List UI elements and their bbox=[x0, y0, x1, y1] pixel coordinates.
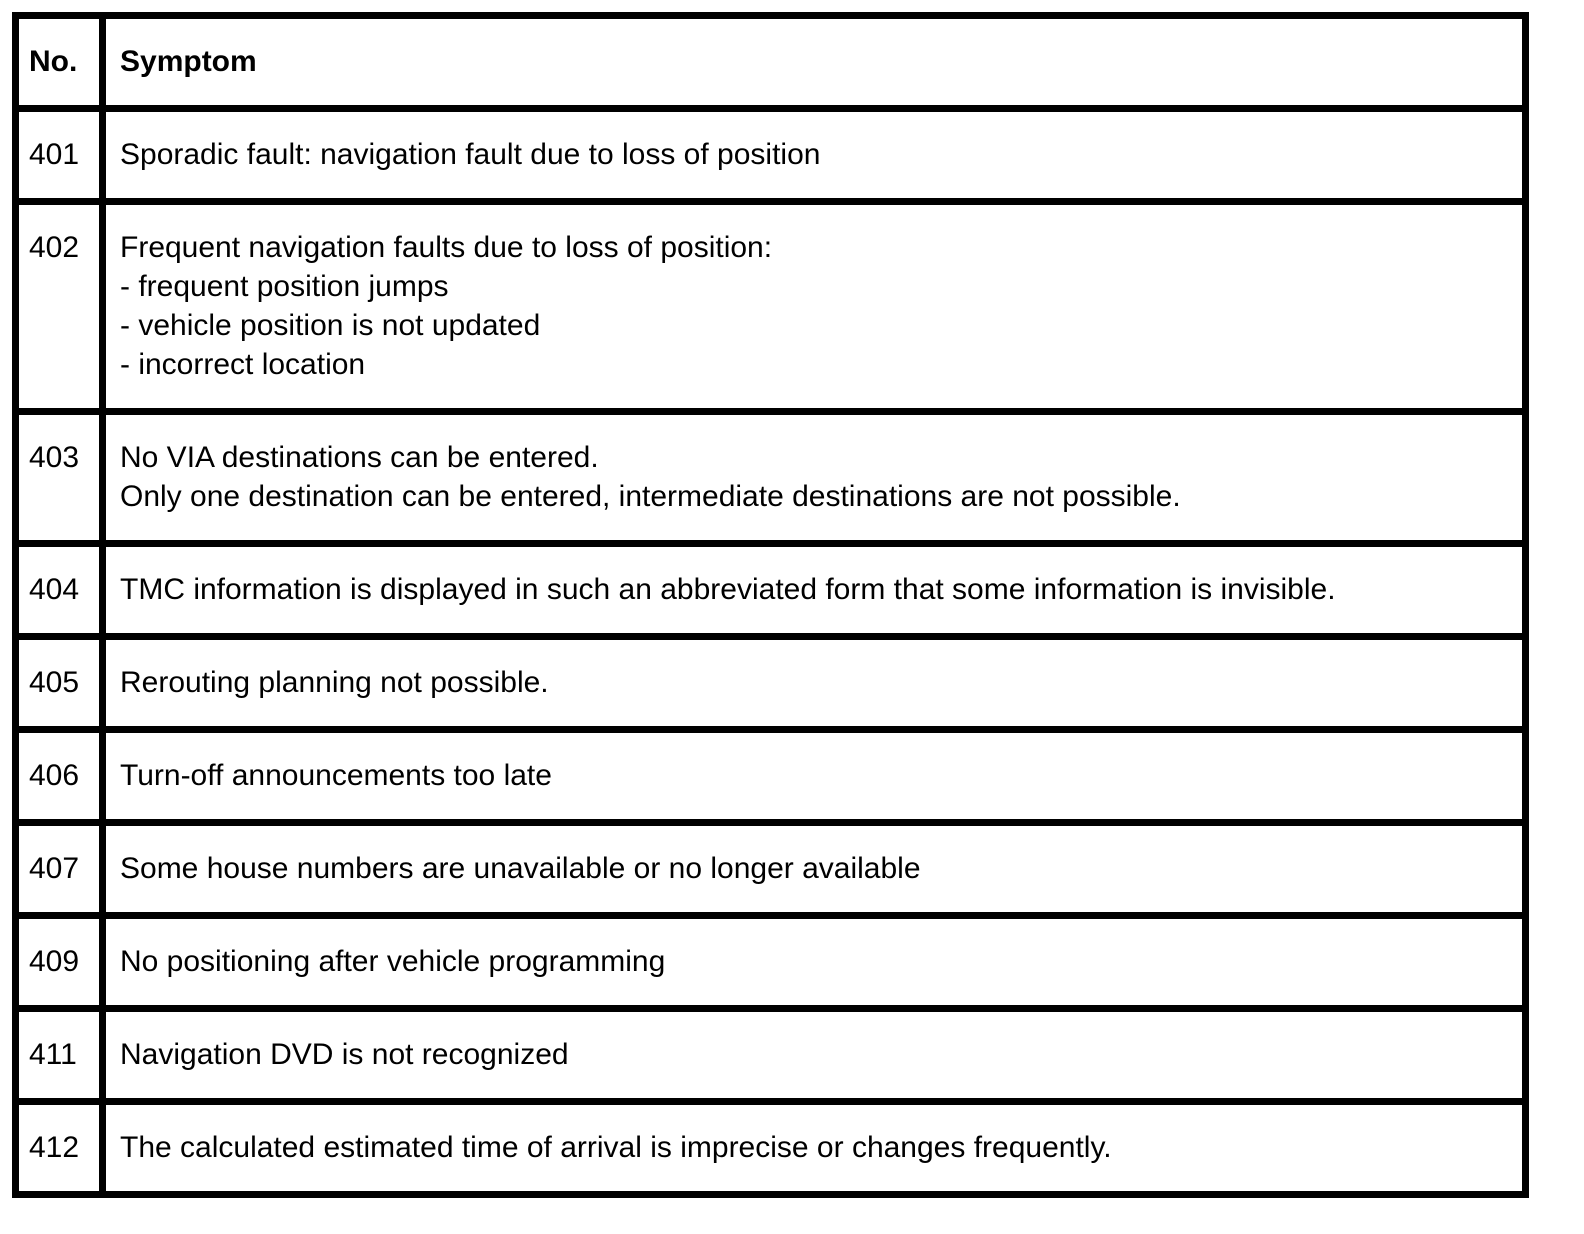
row-symptom: Navigation DVD is not recognized bbox=[99, 1005, 1529, 1105]
table-row: 407 Some house numbers are unavailable or… bbox=[12, 819, 1529, 919]
row-symptom: Turn-off announcements too late bbox=[99, 726, 1529, 826]
row-symptom: The calculated estimated time of arrival… bbox=[99, 1098, 1529, 1198]
row-symptom: Some house numbers are unavailable or no… bbox=[99, 819, 1529, 919]
symptom-line: - frequent position jumps bbox=[120, 270, 449, 303]
row-symptom: Rerouting planning not possible. bbox=[99, 633, 1529, 733]
symptom-line: Turn-off announcements too late bbox=[120, 759, 552, 792]
row-number: 411 bbox=[12, 1005, 106, 1105]
row-number: 401 bbox=[12, 105, 106, 205]
symptom-line: TMC information is displayed in such an … bbox=[120, 573, 1336, 606]
symptom-line: No positioning after vehicle programming bbox=[120, 945, 666, 978]
table-body: 401 Sporadic fault: navigation fault due … bbox=[12, 105, 1529, 1198]
table-header-row: No. Symptom bbox=[12, 12, 1529, 112]
symptom-line: No VIA destinations can be entered. bbox=[120, 441, 599, 474]
row-number: 407 bbox=[12, 819, 106, 919]
row-number: 404 bbox=[12, 540, 106, 640]
header-symptom: Symptom bbox=[99, 12, 1529, 112]
row-number: 402 bbox=[12, 198, 106, 415]
table-row: 405 Rerouting planning not possible. bbox=[12, 633, 1529, 733]
table-row: 402 Frequent navigation faults due to los… bbox=[12, 198, 1529, 415]
symptom-line: The calculated estimated time of arrival… bbox=[120, 1131, 1112, 1164]
symptom-line: Frequent navigation faults due to loss o… bbox=[120, 231, 773, 264]
symptom-line: Rerouting planning not possible. bbox=[120, 666, 549, 699]
row-symptom: Sporadic fault: navigation fault due to … bbox=[99, 105, 1529, 205]
header-no: No. bbox=[12, 12, 106, 112]
row-number: 409 bbox=[12, 912, 106, 1012]
symptom-line: Some house numbers are unavailable or no… bbox=[120, 852, 921, 885]
row-symptom: Frequent navigation faults due to loss o… bbox=[99, 198, 1529, 415]
row-number: 406 bbox=[12, 726, 106, 826]
symptom-line: Navigation DVD is not recognized bbox=[120, 1038, 569, 1071]
table-row: 403 No VIA destinations can be entered. On… bbox=[12, 408, 1529, 547]
row-symptom: No VIA destinations can be entered. Only … bbox=[99, 408, 1529, 547]
table-row: 404 TMC information is displayed in such … bbox=[12, 540, 1529, 640]
table-row: 401 Sporadic fault: navigation fault due … bbox=[12, 105, 1529, 205]
row-number: 412 bbox=[12, 1098, 106, 1198]
table-row: 412 The calculated estimated time of arri… bbox=[12, 1098, 1529, 1198]
symptom-line: - incorrect location bbox=[120, 348, 366, 381]
symptom-line: Only one destination can be entered, int… bbox=[120, 480, 1181, 513]
row-symptom: TMC information is displayed in such an … bbox=[99, 540, 1529, 640]
symptom-line: Sporadic fault: navigation fault due to … bbox=[120, 138, 821, 171]
table-row: 409 No positioning after vehicle programm… bbox=[12, 912, 1529, 1012]
table-row: 411 Navigation DVD is not recognized bbox=[12, 1005, 1529, 1105]
table-row: 406 Turn-off announcements too late bbox=[12, 726, 1529, 826]
row-symptom: No positioning after vehicle programming bbox=[99, 912, 1529, 1012]
symptom-line: - vehicle position is not updated bbox=[120, 309, 541, 342]
row-number: 405 bbox=[12, 633, 106, 733]
row-number: 403 bbox=[12, 408, 106, 547]
symptom-table: No. Symptom 401 Sporadic fault: navigatio… bbox=[12, 12, 1529, 1198]
